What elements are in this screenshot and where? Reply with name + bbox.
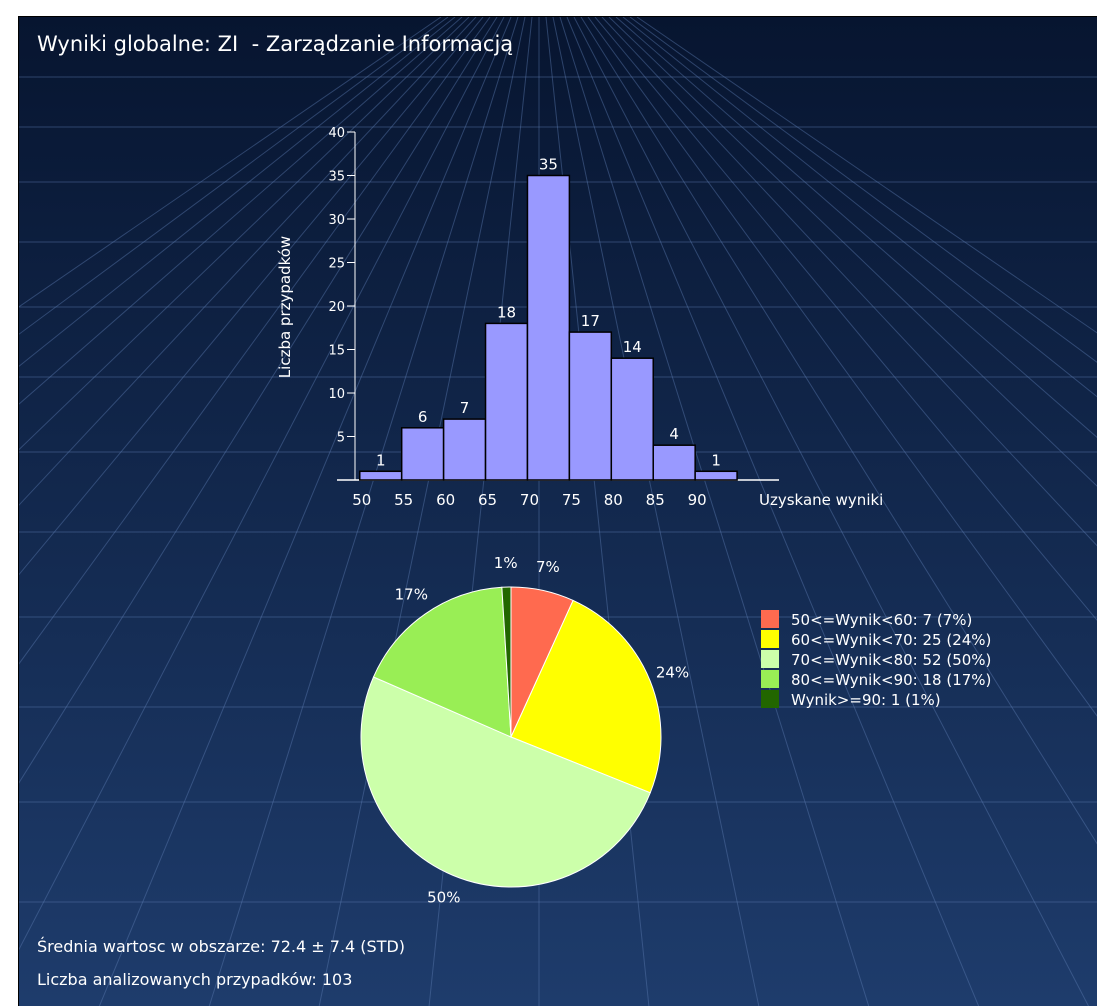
histogram-bar: [400, 427, 445, 481]
bar-value-label: 7: [460, 399, 470, 417]
pie-slice: [510, 599, 662, 794]
mean-stat: Średnia wartosc w obszarze: 72.4 ± 7.4 (…: [37, 937, 406, 956]
x-tick-label: 65: [478, 491, 497, 509]
y-tick-label: 25: [328, 257, 345, 272]
bar-value-label: 1: [711, 451, 721, 469]
histogram-bar: [359, 470, 403, 481]
bar-value-label: 4: [669, 425, 679, 443]
pie-legend: 50<=Wynik<60: 7 (7%) 60<=Wynik<70: 25 (24…: [761, 610, 991, 709]
x-tick-label: 55: [394, 491, 413, 509]
legend-label: 80<=Wynik<90: 18 (17%): [791, 671, 991, 689]
bar-value-label: 14: [623, 338, 642, 356]
histogram-bar: [610, 357, 654, 481]
legend-swatch: [761, 670, 779, 688]
x-tick-label: 75: [562, 491, 581, 509]
histogram-bar: [568, 331, 613, 481]
pie-percent-label: 1%: [494, 554, 518, 572]
x-tick-label: 60: [436, 491, 455, 509]
x-tick-label: 50: [352, 491, 371, 509]
legend-swatch: [761, 610, 779, 628]
y-tick-label: 40: [328, 126, 345, 141]
y-tick-label: 15: [328, 344, 345, 359]
pie-percent-label: 50%: [427, 889, 460, 907]
legend-label: 50<=Wynik<60: 7 (7%): [791, 611, 972, 629]
x-tick-label: 80: [604, 491, 623, 509]
pie-percent-label: 17%: [395, 585, 428, 603]
bar-value-label: 1: [376, 451, 386, 469]
histogram-bar: [484, 322, 529, 481]
pie-slice: [360, 676, 651, 888]
y-tick-label: 35: [328, 170, 345, 185]
x-tick-label: 70: [520, 491, 539, 509]
legend-label: Wynik>=90: 1 (1%): [791, 691, 941, 709]
pie-percent-label: 24%: [656, 663, 689, 681]
pie-slice: [372, 586, 512, 738]
legend-label: 70<=Wynik<80: 52 (50%): [791, 651, 991, 669]
bar-value-label: 18: [497, 303, 516, 321]
pie-slice: [501, 586, 512, 738]
legend-swatch: [761, 650, 779, 668]
histogram-bar: [526, 174, 571, 481]
bar-value-label: 17: [581, 312, 600, 330]
histogram-bar: [694, 470, 738, 481]
histogram-bar: [652, 444, 696, 481]
legend-swatch: [761, 690, 779, 708]
pie-chart: 7% 24% 50% 17% 1%: [360, 554, 689, 907]
page-title: Wyniki globalne: ZI - Zarządzanie Inform…: [37, 32, 514, 56]
legend-label: 60<=Wynik<70: 25 (24%): [791, 631, 991, 649]
x-tick-label: 90: [688, 491, 707, 509]
y-axis-label: Liczba przypadków: [276, 236, 294, 378]
y-tick-label: 10: [328, 387, 345, 402]
case-count: Liczba analizowanych przypadków: 103: [37, 970, 353, 989]
y-tick-label: 5: [337, 431, 345, 446]
pie-percent-label: 7%: [536, 558, 560, 576]
y-tick-label: 20: [328, 300, 345, 315]
histogram-bar: [442, 418, 487, 481]
x-axis-label: Uzyskane wyniki: [759, 491, 883, 509]
bar-value-label: 6: [418, 408, 428, 426]
histogram: 5 10 15 20 25 30 35 40 1 6 7 18 35 17 14 4 1 50 55 60 65 70 75…: [276, 126, 883, 509]
x-tick-label: 85: [646, 491, 665, 509]
charts: 5 10 15 20 25 30 35 40 1 6 7 18 35 17 14 4 1 50 55 60 65 70 75…: [276, 126, 991, 907]
results-panel: 5 10 15 20 25 30 35 40 1 6 7 18 35 17 14 4 1 50 55 60 65 70 75…: [18, 16, 1097, 1006]
bar-value-label: 35: [539, 156, 558, 174]
y-tick-label: 30: [328, 213, 345, 228]
legend-swatch: [761, 630, 779, 648]
